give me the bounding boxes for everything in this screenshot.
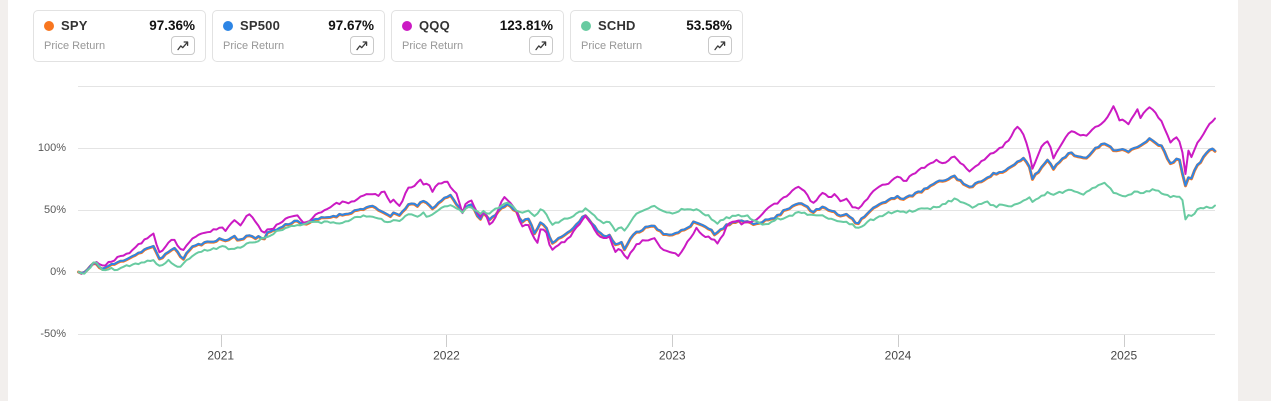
metric-label: Price Return bbox=[581, 39, 643, 52]
series-color-dot-icon bbox=[44, 20, 54, 31]
chart-widget: SPY 97.36% Price Return SP500 97.67% Pri… bbox=[8, 0, 1238, 401]
ticker-card-top-row: SP500 97.67% bbox=[223, 18, 374, 33]
trend-up-icon bbox=[714, 40, 726, 50]
return-value: 53.58% bbox=[686, 18, 732, 33]
metric-label: Price Return bbox=[402, 39, 464, 52]
trend-up-icon bbox=[356, 40, 368, 50]
ticker-label: SP500 bbox=[240, 18, 281, 33]
series-color-dot-icon bbox=[223, 20, 233, 31]
trend-chart-button[interactable] bbox=[529, 36, 553, 55]
ticker-group: SPY bbox=[44, 18, 88, 33]
ticker-card[interactable]: SP500 97.67% Price Return bbox=[212, 10, 385, 62]
series-color-dot-icon bbox=[402, 20, 412, 31]
return-value: 97.67% bbox=[328, 18, 374, 33]
ticker-label: QQQ bbox=[419, 18, 450, 33]
ticker-label: SCHD bbox=[598, 18, 636, 33]
series-color-dot-icon bbox=[581, 20, 591, 31]
ticker-card-bottom-row: Price Return bbox=[44, 36, 195, 55]
ticker-card[interactable]: SPY 97.36% Price Return bbox=[33, 10, 206, 62]
return-value: 97.36% bbox=[149, 18, 195, 33]
ticker-group: QQQ bbox=[402, 18, 450, 33]
ticker-group: SP500 bbox=[223, 18, 280, 33]
ticker-card-bottom-row: Price Return bbox=[223, 36, 374, 55]
trend-up-icon bbox=[535, 40, 547, 50]
return-value: 123.81% bbox=[499, 18, 553, 33]
ticker-card-bottom-row: Price Return bbox=[581, 36, 732, 55]
trend-chart-button[interactable] bbox=[350, 36, 374, 55]
trend-chart-button[interactable] bbox=[171, 36, 195, 55]
ticker-card-bottom-row: Price Return bbox=[402, 36, 553, 55]
ticker-card-top-row: SPY 97.36% bbox=[44, 18, 195, 33]
trend-up-icon bbox=[177, 40, 189, 50]
price-return-chart[interactable] bbox=[8, 0, 1238, 401]
ticker-card[interactable]: QQQ 123.81% Price Return bbox=[391, 10, 564, 62]
ticker-card[interactable]: SCHD 53.58% Price Return bbox=[570, 10, 743, 62]
ticker-card-top-row: QQQ 123.81% bbox=[402, 18, 553, 33]
metric-label: Price Return bbox=[44, 39, 106, 52]
legend: SPY 97.36% Price Return SP500 97.67% Pri… bbox=[33, 10, 743, 62]
trend-chart-button[interactable] bbox=[708, 36, 732, 55]
ticker-card-top-row: SCHD 53.58% bbox=[581, 18, 732, 33]
ticker-label: SPY bbox=[61, 18, 88, 33]
ticker-group: SCHD bbox=[581, 18, 636, 33]
metric-label: Price Return bbox=[223, 39, 285, 52]
